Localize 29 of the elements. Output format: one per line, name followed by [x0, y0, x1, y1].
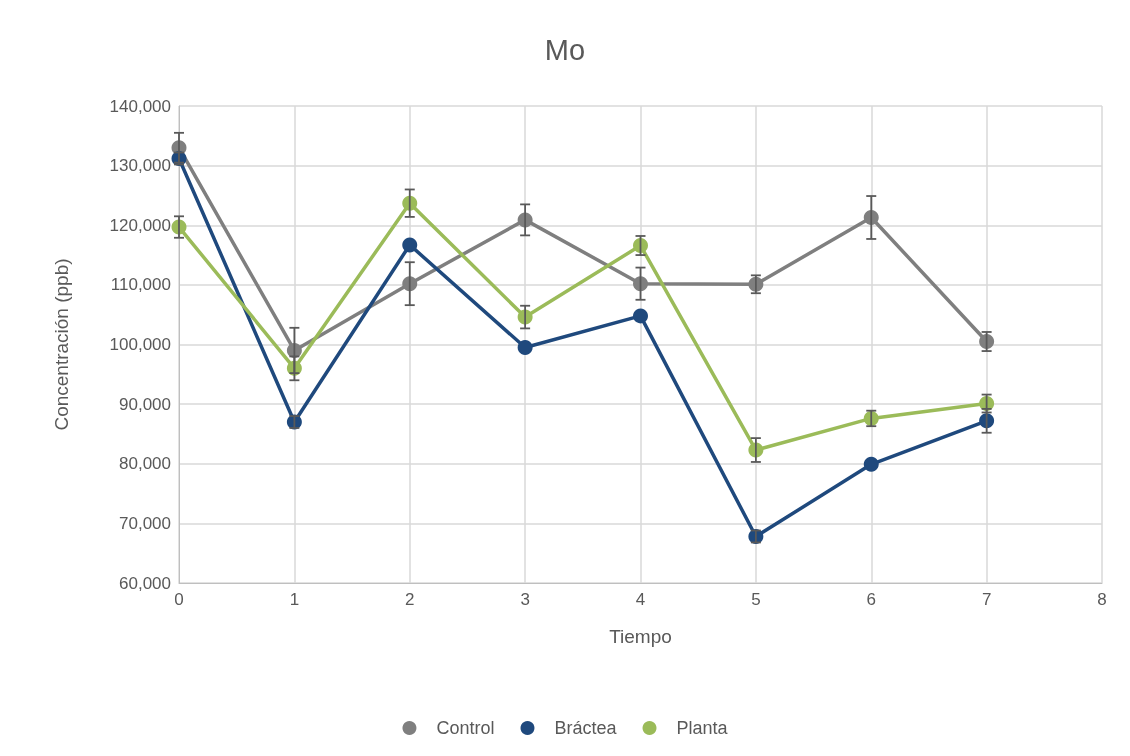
y-tick-label: 110,000: [110, 275, 171, 295]
y-tick-label: 130,000: [109, 156, 171, 176]
x-tick-label: 6: [866, 590, 876, 609]
point: [517, 339, 533, 355]
y-tick-label: 140,000: [109, 96, 171, 116]
y-tick-label: 80,000: [119, 454, 171, 474]
legend-label: Planta: [676, 718, 729, 738]
x-tick-label: 7: [981, 590, 992, 609]
y-tick-label: 70,000: [119, 513, 171, 533]
x-axis-title: Tiempo: [609, 626, 672, 647]
x-tick-label: 5: [751, 590, 761, 609]
legend-label: Control: [436, 718, 495, 738]
point: [402, 237, 418, 253]
x-tick-label: 3: [520, 590, 530, 609]
x-tick-label: 8: [1097, 590, 1107, 609]
x-tick-label: 2: [405, 590, 415, 609]
x-tick-label: 0: [174, 590, 184, 609]
x-tick-label: 1: [289, 590, 300, 609]
y-axis-title: Concentración (ppb): [51, 258, 72, 431]
x-tick-label: 4: [635, 590, 646, 609]
point: [863, 456, 879, 472]
chart-title: Mo: [544, 33, 586, 66]
point: [633, 308, 648, 324]
legend-label: Bráctea: [554, 718, 618, 738]
point: [633, 276, 648, 292]
y-tick-label: 100,000: [109, 335, 171, 354]
y-tick-label: 60,000: [119, 573, 171, 593]
y-tick-label: 90,000: [119, 394, 171, 414]
y-tick-label: 120,000: [109, 215, 171, 235]
